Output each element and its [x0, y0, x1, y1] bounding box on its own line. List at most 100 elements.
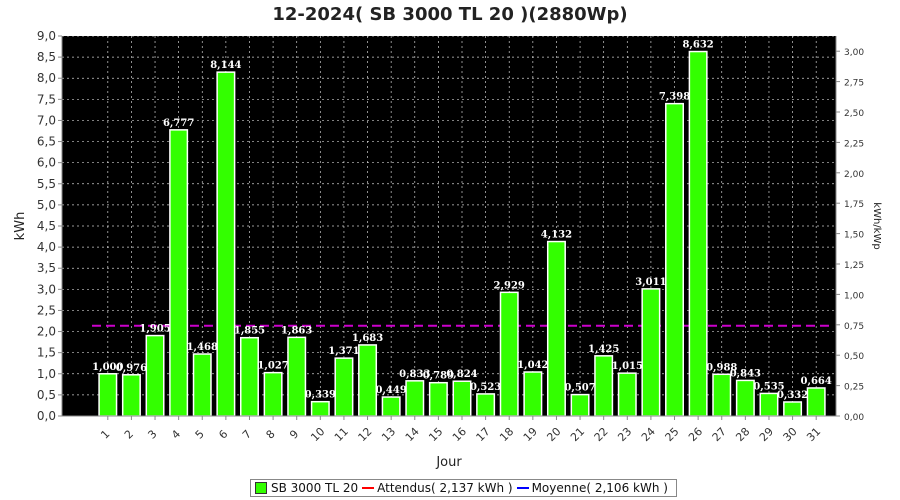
- x-axis-label: Jour: [435, 455, 462, 470]
- y-tick-label: 1,0: [37, 367, 56, 381]
- bar-day-27: [712, 373, 732, 417]
- y2-tick-label: 0,75: [844, 322, 864, 332]
- value-label: 8,144: [210, 60, 241, 71]
- x-tick-label: 9: [287, 427, 301, 441]
- bar-day-20: [546, 240, 566, 417]
- y-tick-label: 3,0: [37, 282, 56, 296]
- value-label: 0,332: [777, 390, 808, 401]
- value-label: 1,000: [92, 362, 123, 373]
- legend-item: Moyenne( 2,106 kWh ): [516, 481, 668, 495]
- bar-day-2: [121, 374, 141, 417]
- y-tick-label: 3,5: [37, 261, 56, 275]
- y2-tick-label: 1,25: [844, 261, 864, 271]
- value-label: 7,398: [659, 92, 690, 103]
- bar-day-11: [334, 357, 354, 417]
- x-tick-label: 19: [521, 425, 540, 444]
- bar-day-26: [688, 50, 708, 417]
- x-tick-label: 11: [332, 425, 351, 444]
- bar-day-13: [381, 396, 401, 417]
- chart-title: 12-2024( SB 3000 TL 20 )(2880Wp): [272, 4, 628, 25]
- bar-day-15: [428, 381, 448, 417]
- y2-tick-label: 1,00: [844, 291, 864, 301]
- bar-day-24: [641, 288, 661, 417]
- x-tick-label: 12: [356, 425, 375, 444]
- x-tick-label: 29: [757, 425, 776, 444]
- y2-tick-label: 2,25: [844, 139, 864, 149]
- bar-day-29: [759, 392, 779, 417]
- value-label: 1,863: [281, 325, 312, 336]
- bar-day-3: [145, 334, 165, 417]
- y-tick-label: 7,0: [37, 113, 56, 127]
- bar-day-12: [358, 344, 378, 417]
- y2-axis-ticks: 0,00 0,25 0,50 0,75 1,00 1,25 1,50 1,75 2,00 2,25…: [836, 48, 864, 423]
- value-label: 0,449: [375, 385, 406, 396]
- x-tick-label: 5: [193, 427, 207, 441]
- x-tick-label: 14: [403, 425, 422, 444]
- x-tick-label: 25: [662, 425, 681, 444]
- y-tick-label: 6,0: [37, 156, 56, 170]
- value-label: 1,683: [352, 333, 383, 344]
- legend: SB 3000 TL 20 Attendus( 2,137 kWh ) Moyenn…: [250, 479, 677, 497]
- y2-tick-label: 2,75: [844, 79, 864, 89]
- value-label: 8,632: [682, 40, 713, 51]
- value-label: 3,011: [635, 277, 666, 288]
- x-tick-label: 3: [145, 427, 159, 441]
- x-tick-label: 23: [615, 425, 634, 444]
- value-label: 1,425: [588, 344, 619, 355]
- bar-day-25: [665, 102, 685, 417]
- y-tick-label: 2,0: [37, 325, 56, 339]
- bar-day-9: [287, 336, 307, 417]
- bar-day-30: [783, 401, 803, 417]
- legend-label: SB 3000 TL 20: [271, 481, 359, 495]
- bar-day-10: [310, 400, 330, 417]
- bar-day-23: [617, 372, 637, 417]
- x-tick-label: 1: [98, 427, 112, 441]
- y-tick-label: 4,0: [37, 240, 56, 254]
- value-label: 1,027: [257, 361, 288, 372]
- bar-day-28: [735, 379, 755, 417]
- y2-axis-label: kWh/kWp: [871, 202, 882, 249]
- value-label: 0,507: [564, 383, 595, 394]
- bar-day-7: [239, 336, 259, 417]
- value-label: 0,664: [801, 376, 832, 387]
- x-tick-label: 24: [639, 425, 658, 444]
- x-tick-label: 28: [733, 425, 752, 444]
- y2-tick-label: 2,00: [844, 170, 864, 180]
- y2-tick-label: 1,75: [844, 200, 864, 210]
- y-tick-label: 4,5: [37, 219, 56, 233]
- bar-day-19: [523, 371, 543, 417]
- value-label: 0,535: [753, 381, 784, 392]
- value-label: 0,833: [399, 369, 430, 380]
- bar-day-16: [452, 380, 472, 417]
- y2-tick-label: 2,50: [844, 109, 864, 119]
- value-label: 0,976: [116, 363, 147, 374]
- x-tick-label: 21: [568, 425, 587, 444]
- bar-day-17: [476, 393, 496, 417]
- x-axis-ticks: 1 2 3 4 5 6 7 8 9 10 11 12 13 14 15 16 17 18 19 20 21 22 23 24 2…: [98, 416, 823, 444]
- legend-label: Attendus( 2,137 kWh ): [377, 481, 513, 495]
- x-tick-label: 26: [686, 425, 705, 444]
- value-label: 0,843: [730, 368, 761, 379]
- bar-day-21: [570, 393, 590, 417]
- y2-tick-label: 0,50: [844, 352, 864, 362]
- value-label: 1,905: [139, 324, 170, 335]
- bar-day-1: [98, 373, 118, 417]
- x-tick-label: 4: [169, 427, 183, 441]
- bar-day-4: [169, 129, 189, 417]
- y-tick-label: 5,5: [37, 177, 56, 191]
- bar-day-6: [216, 71, 236, 417]
- x-tick-label: 30: [781, 425, 800, 444]
- value-label: 0,789: [423, 371, 454, 382]
- x-tick-label: 18: [497, 425, 516, 444]
- bar-day-22: [594, 355, 614, 417]
- x-tick-label: 15: [426, 425, 445, 444]
- value-label: 2,929: [494, 280, 525, 291]
- value-label: 0,523: [470, 382, 501, 393]
- y2-tick-label: 0,00: [844, 413, 864, 423]
- y2-tick-label: 3,00: [844, 48, 864, 58]
- value-label: 6,777: [163, 118, 194, 129]
- x-tick-label: 22: [592, 425, 611, 444]
- legend-line-swatch: [516, 487, 529, 489]
- legend-line-swatch: [362, 487, 375, 489]
- x-tick-label: 7: [240, 427, 254, 441]
